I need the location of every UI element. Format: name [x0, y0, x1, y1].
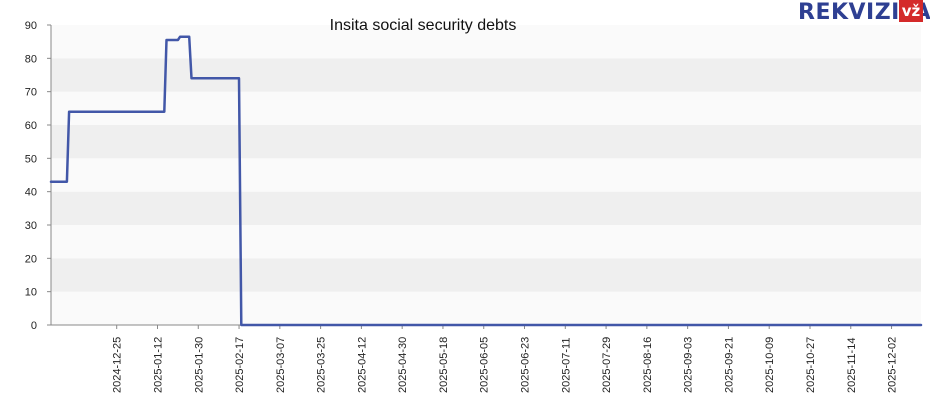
grid-band: [51, 58, 921, 92]
y-tick-label: 60: [25, 120, 37, 132]
grid-band: [51, 91, 921, 125]
x-tick-label: 2025-07-11: [560, 338, 572, 393]
logo-badge-text: vž: [902, 2, 921, 20]
x-tick-label: 2025-10-27: [805, 337, 817, 393]
grid-band: [51, 191, 921, 225]
x-tick-label: 2025-03-25: [316, 337, 328, 393]
series: [49, 35, 923, 327]
x-tick-label: 2025-09-21: [723, 337, 735, 393]
x-tick-label: 2025-06-05: [479, 337, 491, 393]
x-tick-label: 2025-07-29: [601, 337, 613, 393]
x-tick-label: 2025-03-07: [275, 337, 287, 393]
x-tick-label: 2025-04-12: [356, 337, 368, 393]
x-tick-label: 2025-12-02: [887, 337, 899, 393]
y-tick-label: 30: [25, 220, 37, 232]
background-bands: [51, 25, 921, 325]
x-tick-label: 2025-04-30: [397, 337, 409, 393]
x-tick-label: 2025-02-17: [234, 337, 246, 393]
x-tick-label: 2025-09-03: [683, 337, 695, 393]
grid-band: [51, 225, 921, 259]
chart-title: Insita social security debts: [330, 17, 517, 34]
x-tick-label: 2025-08-16: [642, 337, 654, 393]
x-tick-label: 2025-01-12: [152, 337, 164, 393]
y-axis-ticks: 0 10 20 30 40 50 60 70 80 90: [25, 20, 51, 332]
rekvizitai-logo[interactable]: REKVIZITAI vž: [798, 0, 930, 25]
grid-band: [51, 291, 921, 325]
grid-band: [51, 158, 921, 192]
y-tick-label: 20: [25, 253, 37, 265]
x-tick-label: 2025-10-09: [764, 337, 776, 393]
y-tick-label: 70: [25, 87, 37, 99]
x-tick-label: 2024-12-25: [112, 337, 124, 393]
y-tick-label: 40: [25, 187, 37, 199]
y-tick-label: 0: [31, 320, 37, 332]
x-axis-ticks: 2024-12-25 2025-01-12 2025-01-30 2025-02-17…: [112, 325, 899, 393]
x-tick-label: 2025-05-18: [438, 337, 450, 393]
grid-band: [51, 125, 921, 159]
x-tick-label: 2025-01-30: [193, 337, 205, 393]
y-tick-label: 10: [25, 287, 37, 299]
x-tick-label: 2025-06-23: [520, 337, 532, 393]
grid-band: [51, 258, 921, 292]
x-tick-label: 2025-11-14: [846, 338, 858, 393]
series-line: [49, 35, 923, 327]
y-tick-label: 50: [25, 153, 37, 165]
grid-band: [51, 25, 921, 59]
logo-badge: [899, 0, 923, 22]
y-tick-label: 90: [25, 20, 37, 32]
y-tick-label: 80: [25, 53, 37, 65]
